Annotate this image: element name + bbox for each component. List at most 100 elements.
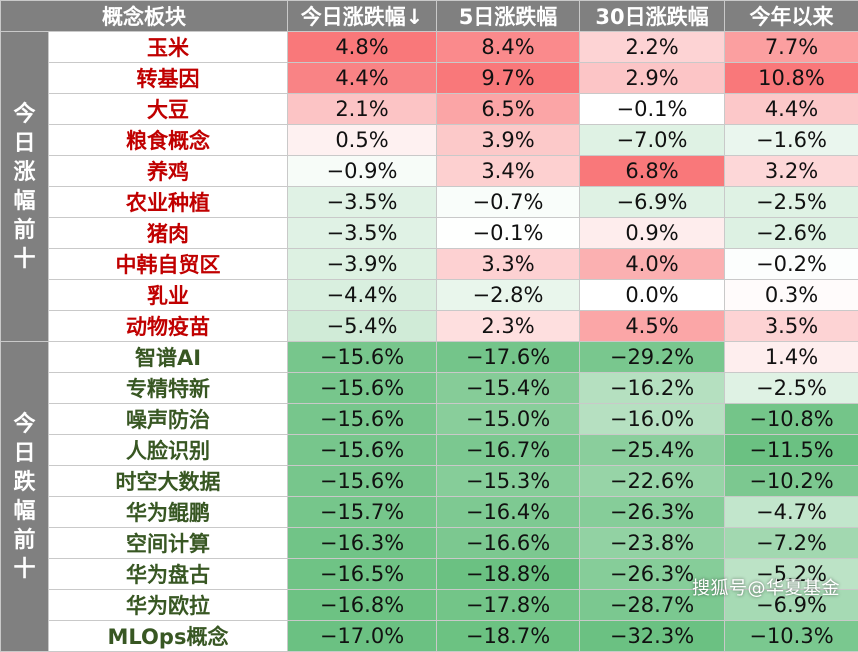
30day-change-cell: 0.0%: [580, 280, 725, 311]
ytd-change-cell: −7.2%: [725, 528, 858, 559]
ytd-change-cell: −2.6%: [725, 218, 858, 249]
table-row: MLOps概念−17.0%−18.7%−32.3%−10.3%: [1, 621, 858, 652]
header-today-change: 今日涨跌幅↓: [288, 1, 437, 32]
group-label-gainers: 今日涨幅前十: [1, 32, 49, 342]
sector-name: 动物疫苗: [49, 311, 288, 342]
today-change-cell: −15.6%: [288, 466, 437, 497]
30day-change-cell: −26.3%: [580, 497, 725, 528]
5day-change-cell: −16.7%: [437, 435, 580, 466]
sector-name: 华为鲲鹏: [49, 497, 288, 528]
sector-name: 华为欧拉: [49, 590, 288, 621]
ytd-change-cell: 3.5%: [725, 311, 858, 342]
5day-change-cell: −16.6%: [437, 528, 580, 559]
table-row: 空间计算−16.3%−16.6%−23.8%−7.2%: [1, 528, 858, 559]
sector-name: 智谱AI: [49, 342, 288, 373]
header-ytd: 今年以来: [725, 1, 858, 32]
30day-change-cell: 4.0%: [580, 249, 725, 280]
sector-name: 养鸡: [49, 156, 288, 187]
30day-change-cell: −25.4%: [580, 435, 725, 466]
ytd-change-cell: 7.7%: [725, 32, 858, 63]
ytd-change-cell: −1.6%: [725, 125, 858, 156]
sector-name: 华为盘古: [49, 559, 288, 590]
ytd-change-cell: 10.8%: [725, 63, 858, 94]
sector-name: 专精特新: [49, 373, 288, 404]
ytd-change-cell: −0.2%: [725, 249, 858, 280]
table-row: 今日跌幅前十智谱AI−15.6%−17.6%−29.2%1.4%: [1, 342, 858, 373]
today-change-cell: −16.8%: [288, 590, 437, 621]
30day-change-cell: 2.2%: [580, 32, 725, 63]
ytd-change-cell: −10.8%: [725, 404, 858, 435]
today-change-cell: −15.6%: [288, 404, 437, 435]
table-row: 华为鲲鹏−15.7%−16.4%−26.3%−4.7%: [1, 497, 858, 528]
30day-change-cell: 6.8%: [580, 156, 725, 187]
today-change-cell: −16.5%: [288, 559, 437, 590]
today-change-cell: −3.9%: [288, 249, 437, 280]
5day-change-cell: −15.4%: [437, 373, 580, 404]
today-change-cell: −16.3%: [288, 528, 437, 559]
5day-change-cell: 3.3%: [437, 249, 580, 280]
30day-change-cell: −32.3%: [580, 621, 725, 652]
today-change-cell: −3.5%: [288, 187, 437, 218]
sector-name: 粮食概念: [49, 125, 288, 156]
table-row: 中韩自贸区−3.9%3.3%4.0%−0.2%: [1, 249, 858, 280]
today-change-cell: −15.6%: [288, 373, 437, 404]
table-row: 噪声防治−15.6%−15.0%−16.0%−10.8%: [1, 404, 858, 435]
sector-name: 噪声防治: [49, 404, 288, 435]
30day-change-cell: −6.9%: [580, 187, 725, 218]
table-row: 专精特新−15.6%−15.4%−16.2%−2.5%: [1, 373, 858, 404]
ytd-change-cell: 4.4%: [725, 94, 858, 125]
header-5day-change: 5日涨跌幅: [437, 1, 580, 32]
30day-change-cell: −29.2%: [580, 342, 725, 373]
sector-name: 猪肉: [49, 218, 288, 249]
5day-change-cell: −17.8%: [437, 590, 580, 621]
ytd-change-cell: −10.3%: [725, 621, 858, 652]
30day-change-cell: −16.0%: [580, 404, 725, 435]
today-change-cell: −3.5%: [288, 218, 437, 249]
5day-change-cell: −18.7%: [437, 621, 580, 652]
sector-name: 玉米: [49, 32, 288, 63]
table-row: 猪肉−3.5%−0.1%0.9%−2.6%: [1, 218, 858, 249]
today-change-cell: 2.1%: [288, 94, 437, 125]
table-row: 农业种植−3.5%−0.7%−6.9%−2.5%: [1, 187, 858, 218]
today-change-cell: −4.4%: [288, 280, 437, 311]
sector-name: 中韩自贸区: [49, 249, 288, 280]
header-row: 概念板块 今日涨跌幅↓ 5日涨跌幅 30日涨跌幅 今年以来: [1, 1, 858, 32]
sector-name: 大豆: [49, 94, 288, 125]
ytd-change-cell: 1.4%: [725, 342, 858, 373]
sector-name: 空间计算: [49, 528, 288, 559]
ytd-change-cell: −11.5%: [725, 435, 858, 466]
5day-change-cell: 3.4%: [437, 156, 580, 187]
30day-change-cell: −7.0%: [580, 125, 725, 156]
table-row: 时空大数据−15.6%−15.3%−22.6%−10.2%: [1, 466, 858, 497]
30day-change-cell: 2.9%: [580, 63, 725, 94]
5day-change-cell: −15.0%: [437, 404, 580, 435]
5day-change-cell: −2.8%: [437, 280, 580, 311]
header-sector: 概念板块: [1, 1, 288, 32]
today-change-cell: −15.6%: [288, 435, 437, 466]
sector-name: 时空大数据: [49, 466, 288, 497]
today-change-cell: −5.4%: [288, 311, 437, 342]
today-change-cell: −15.6%: [288, 342, 437, 373]
header-30day-change: 30日涨跌幅: [580, 1, 725, 32]
today-change-cell: −15.7%: [288, 497, 437, 528]
table-row: 动物疫苗−5.4%2.3%4.5%3.5%: [1, 311, 858, 342]
30day-change-cell: −16.2%: [580, 373, 725, 404]
sector-name: 转基因: [49, 63, 288, 94]
5day-change-cell: −17.6%: [437, 342, 580, 373]
table-row: 乳业−4.4%−2.8%0.0%0.3%: [1, 280, 858, 311]
today-change-cell: −17.0%: [288, 621, 437, 652]
ytd-change-cell: −2.5%: [725, 373, 858, 404]
30day-change-cell: −0.1%: [580, 94, 725, 125]
today-change-cell: 4.4%: [288, 63, 437, 94]
today-change-cell: 4.8%: [288, 32, 437, 63]
30day-change-cell: −22.6%: [580, 466, 725, 497]
5day-change-cell: −0.7%: [437, 187, 580, 218]
watermark: 搜狐号@华夏基金: [692, 574, 840, 600]
30day-change-cell: 0.9%: [580, 218, 725, 249]
table-row: 人脸识别−15.6%−16.7%−25.4%−11.5%: [1, 435, 858, 466]
